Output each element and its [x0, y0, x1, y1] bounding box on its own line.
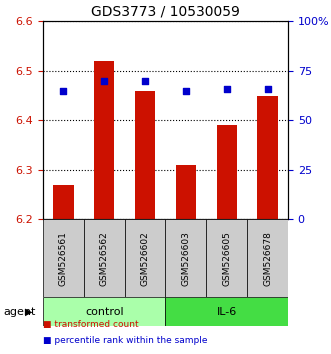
- Point: [142, 78, 148, 84]
- Text: control: control: [85, 307, 123, 316]
- FancyBboxPatch shape: [84, 219, 125, 297]
- Point: [61, 88, 66, 93]
- Bar: [94, 61, 115, 219]
- Bar: [135, 91, 155, 219]
- FancyBboxPatch shape: [247, 219, 288, 297]
- Text: GSM526561: GSM526561: [59, 231, 68, 286]
- Bar: [176, 165, 196, 219]
- Point: [102, 78, 107, 84]
- Title: GDS3773 / 10530059: GDS3773 / 10530059: [91, 5, 240, 19]
- FancyBboxPatch shape: [206, 219, 247, 297]
- Point: [224, 86, 229, 91]
- FancyBboxPatch shape: [125, 219, 166, 297]
- FancyBboxPatch shape: [166, 219, 206, 297]
- Point: [183, 88, 189, 93]
- FancyBboxPatch shape: [43, 219, 84, 297]
- Text: ■ transformed count: ■ transformed count: [43, 320, 139, 329]
- Point: [265, 86, 270, 91]
- Bar: [53, 185, 73, 219]
- Text: GSM526605: GSM526605: [222, 231, 231, 286]
- Text: ■ percentile rank within the sample: ■ percentile rank within the sample: [43, 336, 208, 345]
- FancyBboxPatch shape: [166, 297, 288, 326]
- Text: IL-6: IL-6: [216, 307, 237, 316]
- Text: GSM526603: GSM526603: [181, 231, 190, 286]
- FancyBboxPatch shape: [43, 297, 166, 326]
- Text: ▶: ▶: [25, 307, 32, 316]
- Text: GSM526562: GSM526562: [100, 231, 109, 286]
- Bar: [257, 96, 278, 219]
- Text: GSM526602: GSM526602: [141, 231, 150, 286]
- Text: GSM526678: GSM526678: [263, 231, 272, 286]
- Text: agent: agent: [3, 307, 36, 316]
- Bar: [216, 125, 237, 219]
